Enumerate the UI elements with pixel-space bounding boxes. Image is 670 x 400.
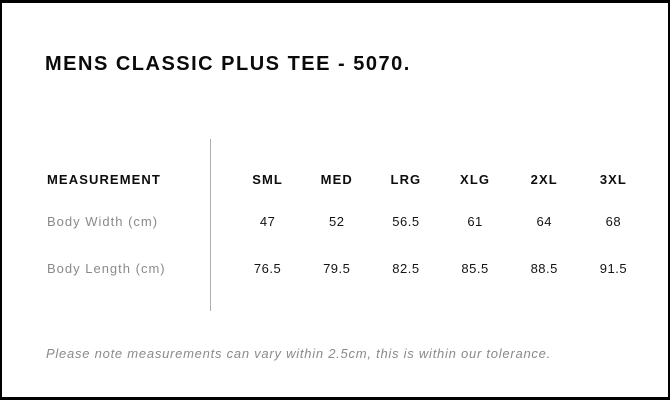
cell-body-length-3xl: 91.5 [599, 261, 628, 276]
cell-body-width-xlg: 61 [467, 214, 483, 229]
size-column-header-2xl: 2XL [530, 172, 558, 187]
cell-body-length-xlg: 85.5 [461, 261, 489, 276]
cell-body-length-med: 79.5 [323, 261, 351, 276]
cell-body-width-med: 52 [329, 214, 345, 229]
size-column-header-med: MED [320, 172, 353, 187]
cell-body-width-sml: 47 [259, 214, 276, 229]
page-title: MENS CLASSIC PLUS TEE - 5070. [45, 53, 411, 75]
table-row-body-length: Body Length (cm) 76.5 79.5 82.5 85.5 88.… [45, 261, 648, 277]
row-label-body-length: Body Length (cm) [47, 261, 166, 276]
size-column-header-3xl: 3XL [599, 172, 627, 187]
size-column-header-sml: SML [252, 172, 283, 187]
cell-body-width-2xl: 64 [536, 214, 552, 229]
size-column-header-xlg: XLG [460, 172, 491, 187]
cell-body-length-2xl: 88.5 [530, 261, 558, 276]
tolerance-note: Please note measurements can vary within… [46, 346, 552, 361]
measurement-column-header: MEASUREMENT [47, 172, 161, 187]
size-column-header-lrg: LRG [390, 172, 422, 187]
size-chart-table: MEASUREMENT SML MED LRG XLG 2XL 3XL Body… [45, 139, 648, 311]
table-divider-line [210, 139, 211, 311]
row-label-body-width: Body Width (cm) [47, 214, 159, 229]
cell-body-width-3xl: 68 [605, 214, 622, 229]
table-header-row: MEASUREMENT SML MED LRG XLG 2XL 3XL [45, 172, 648, 188]
cell-body-length-sml: 76.5 [253, 261, 282, 276]
cell-body-width-lrg: 56.5 [392, 214, 420, 229]
table-row-body-width: Body Width (cm) 47 52 56.5 61 64 68 [45, 214, 648, 230]
cell-body-length-lrg: 82.5 [392, 261, 420, 276]
